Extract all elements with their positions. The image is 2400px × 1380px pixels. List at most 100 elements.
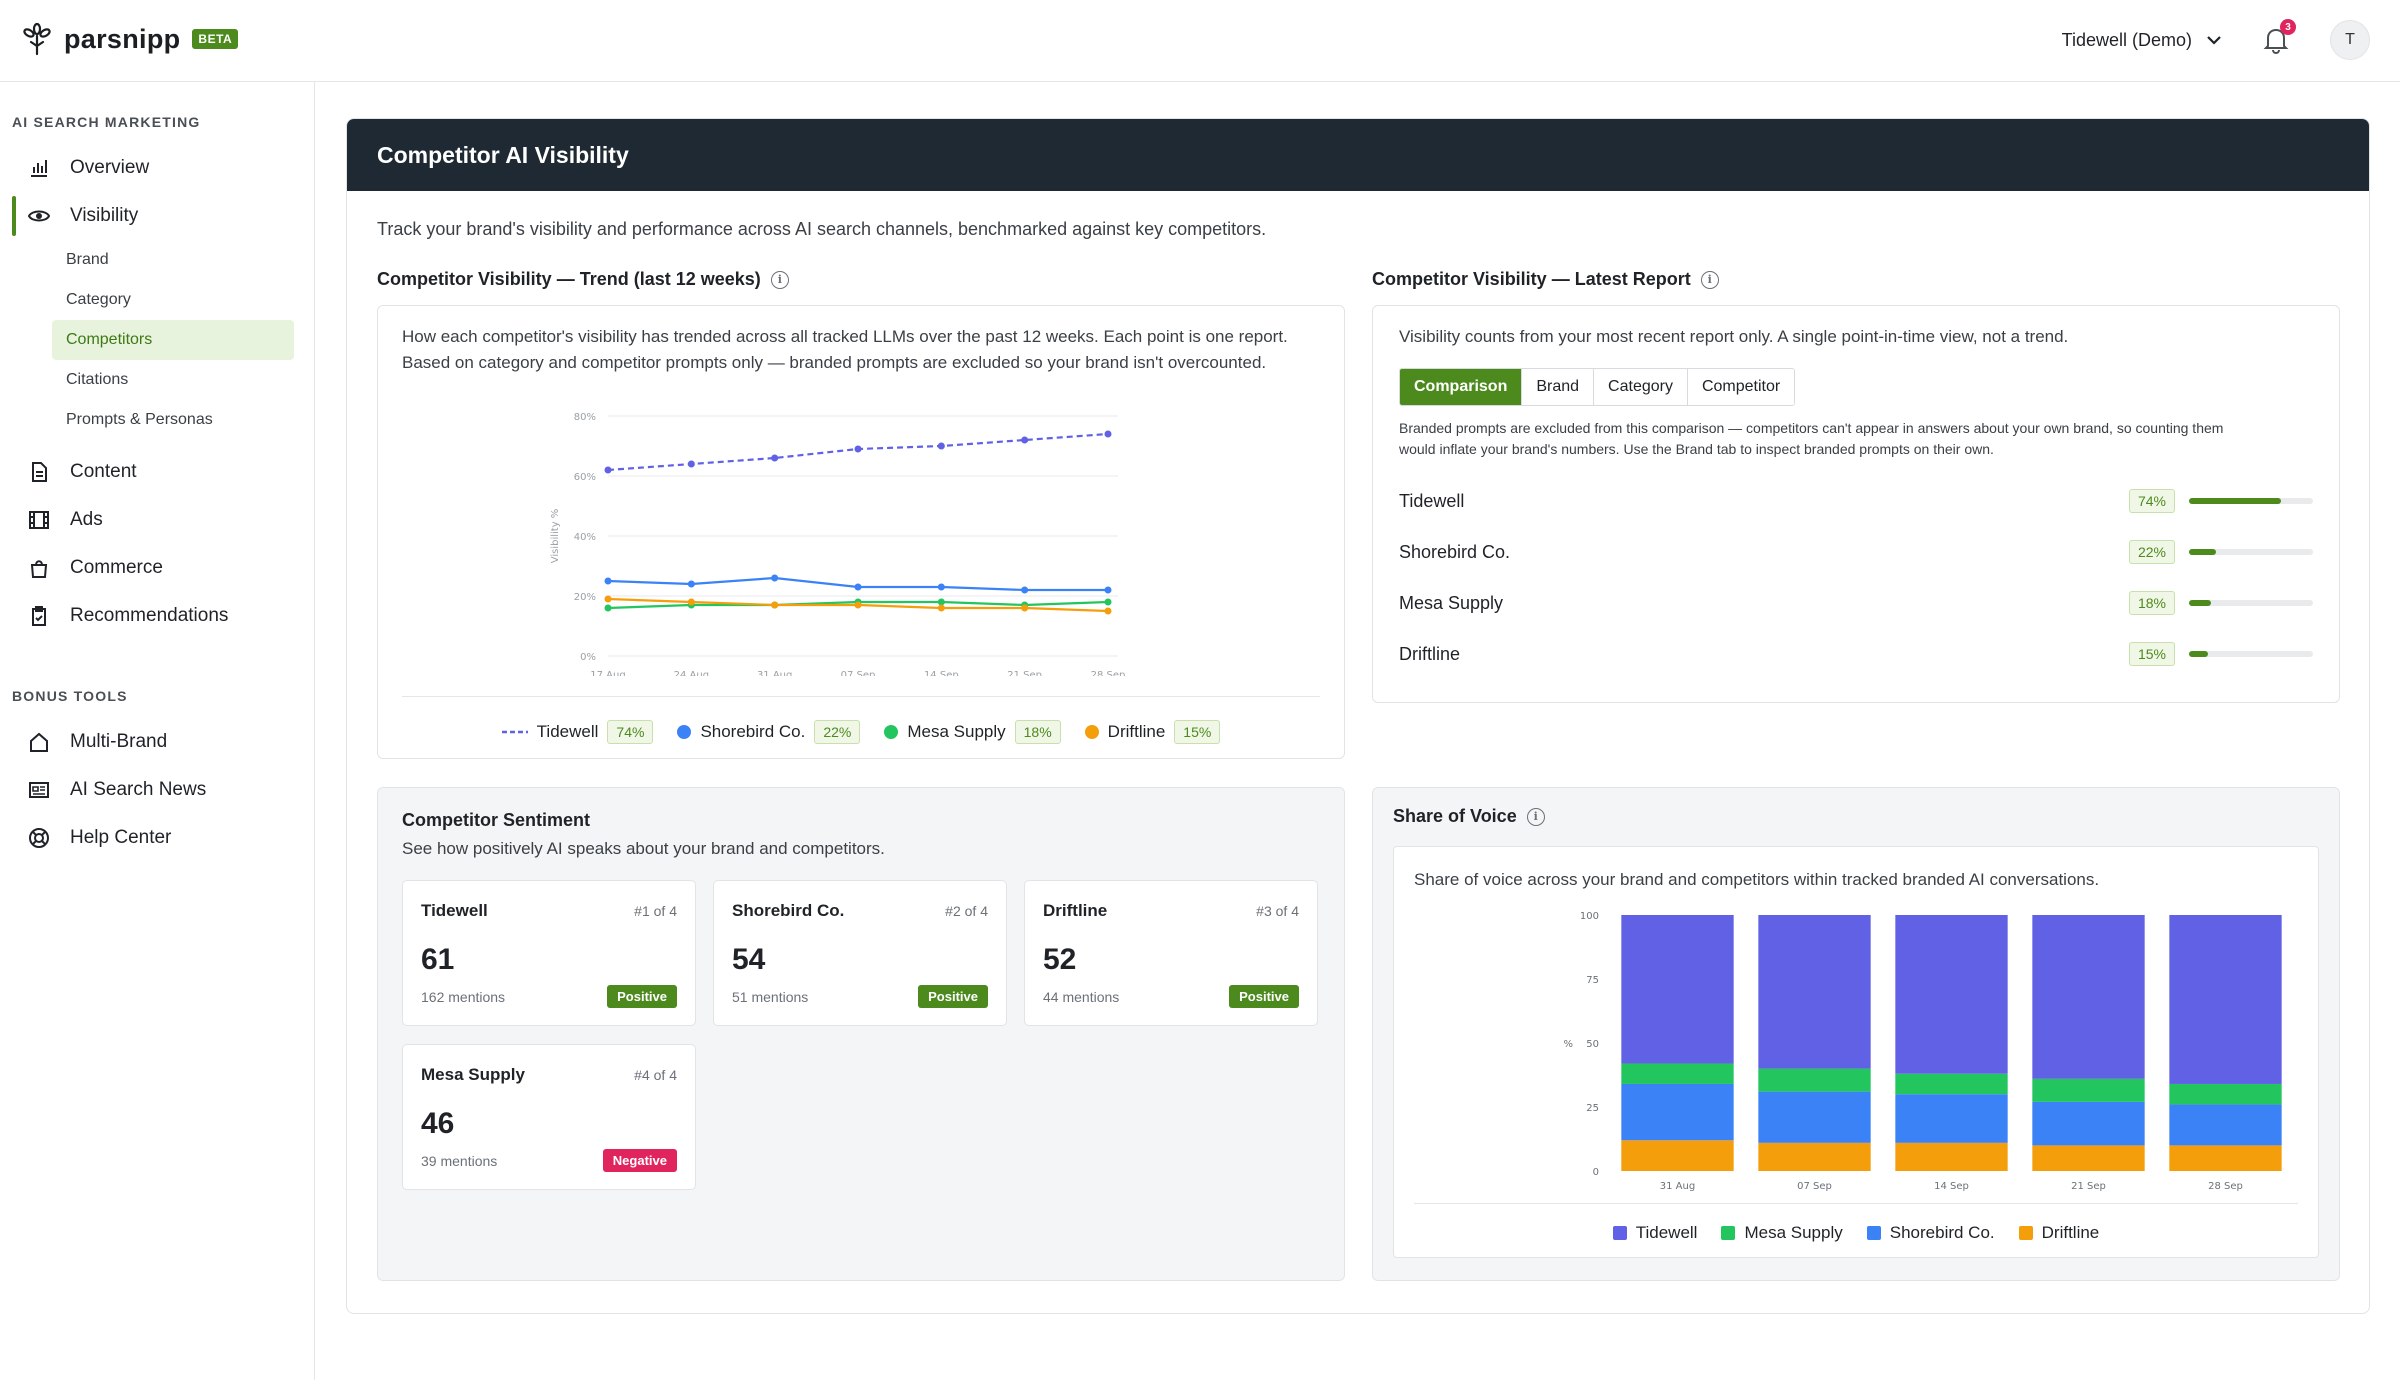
x-tick-label: 28 Sep: [1091, 670, 1126, 676]
legend-item-driftline[interactable]: Driftline 15%: [1084, 720, 1221, 744]
sentiment-card-tidewell[interactable]: Tidewell #1 of 4 61 162 mentions Positiv…: [402, 880, 696, 1026]
sidebar-item-help-center[interactable]: Help Center: [0, 814, 314, 862]
bar-segment: [1895, 1094, 2008, 1143]
row-progress-bar: [2189, 549, 2313, 555]
chevron-down-icon: [2207, 36, 2221, 45]
y-tick-label: 75: [1586, 975, 1599, 986]
sidebar-item-label: Ads: [70, 509, 103, 530]
sentiment-mentions: 39 mentions: [421, 1153, 498, 1169]
bar-segment: [2169, 1145, 2282, 1171]
sentiment-tag: Positive: [918, 985, 988, 1008]
row-pct: 22%: [2128, 540, 2175, 564]
user-avatar[interactable]: T: [2330, 20, 2370, 60]
shopping-bag-icon: [30, 560, 48, 578]
legend-item-tidewell[interactable]: Tidewell: [1612, 1223, 1698, 1243]
tab-brand[interactable]: Brand: [1522, 369, 1595, 405]
data-point: [687, 460, 695, 468]
sidebar-item-recommendations[interactable]: Recommendations: [0, 592, 314, 640]
sentiment-card-shorebird[interactable]: Shorebird Co. #2 of 4 54 51 mentions Pos…: [713, 880, 1007, 1026]
sentiment-brand-name: Shorebird Co.: [732, 901, 845, 920]
sentiment-brand-name: Mesa Supply: [421, 1065, 525, 1084]
sentiment-card-mesa-supply[interactable]: Mesa Supply #4 of 4 46 39 mentions Negat…: [402, 1044, 696, 1190]
y-tick-label: 60%: [574, 472, 596, 483]
data-point: [604, 595, 612, 603]
sentiment-card: Competitor Sentiment See how positively …: [377, 787, 1345, 1281]
legend-item-shorebird[interactable]: Shorebird Co. 22%: [677, 720, 861, 744]
legend-label: Tidewell: [1635, 1223, 1698, 1242]
latest-row-mesa-supply: Mesa Supply 18%: [1399, 583, 2313, 623]
legend-item-mesa-supply[interactable]: Mesa Supply 18%: [884, 720, 1061, 744]
y-tick-label: 50: [1586, 1039, 1599, 1050]
latest-row-shorebird: Shorebird Co. 22%: [1399, 532, 2313, 572]
sidebar-item-commerce[interactable]: Commerce: [0, 544, 314, 592]
x-tick-label: 17 Aug: [590, 670, 625, 676]
sidebar-item-multi-brand[interactable]: Multi-Brand: [0, 718, 314, 766]
row-progress-fill: [2189, 549, 2217, 555]
info-icon[interactable]: i: [1700, 270, 1719, 289]
latest-note-line-2: would inflate your brand's numbers. Use …: [1399, 441, 1994, 457]
sidebar-subitem-brand[interactable]: Brand: [66, 251, 109, 268]
sentiment-rank: #3 of 4: [1256, 903, 1299, 919]
bar-segment: [2032, 1145, 2145, 1171]
sidebar-subitem-competitors[interactable]: Competitors: [52, 320, 294, 360]
x-tick-label: 28 Sep: [2208, 1181, 2243, 1192]
sentiment-mentions: 44 mentions: [1043, 989, 1120, 1005]
brand[interactable]: parsnipp BETA: [22, 22, 239, 56]
sentiment-subtitle: See how positively AI speaks about your …: [402, 839, 885, 858]
sidebar-item-visibility[interactable]: Visibility: [0, 192, 314, 240]
bar-segment: [1895, 1142, 2008, 1171]
row-label: Shorebird Co.: [1399, 541, 1511, 562]
sentiment-card-driftline[interactable]: Driftline #3 of 4 52 44 mentions Positiv…: [1024, 880, 1318, 1026]
sidebar-item-overview[interactable]: Overview: [0, 144, 314, 192]
info-icon[interactable]: i: [1526, 807, 1545, 826]
sidebar-subitem-citations[interactable]: Citations: [66, 371, 129, 388]
data-point: [771, 454, 779, 462]
data-point: [854, 601, 862, 609]
row-progress-fill: [2189, 651, 2208, 657]
bar-segment: [2169, 1083, 2282, 1105]
section-label-ai-search-marketing: AI SEARCH MARKETING: [12, 114, 201, 130]
data-point: [771, 574, 779, 582]
legend-item-driftline[interactable]: Driftline: [2018, 1223, 2099, 1243]
sentiment-score: 54: [732, 943, 766, 976]
tab-comparison[interactable]: Comparison: [1400, 369, 1523, 405]
dashed-line-swatch: [501, 730, 528, 734]
legend-pct: 22%: [814, 720, 861, 744]
sidebar-item-ai-search-news[interactable]: AI Search News: [0, 766, 314, 814]
row-pct: 74%: [2128, 489, 2175, 513]
sidebar-subitem-category[interactable]: Category: [66, 291, 131, 308]
latest-note-line-1: Branded prompts are excluded from this c…: [1399, 420, 2224, 436]
page-description: Track your brand's visibility and perfor…: [377, 219, 1267, 239]
bar-segment: [1621, 1063, 1734, 1084]
sidebar-item-ads[interactable]: Ads: [0, 496, 314, 544]
sentiment-rank: #1 of 4: [634, 903, 677, 919]
tab-category[interactable]: Category: [1594, 369, 1688, 405]
data-point: [854, 445, 862, 453]
x-tick-label: 21 Sep: [2071, 1181, 2106, 1192]
legend-pct: 74%: [607, 720, 654, 744]
data-point: [854, 583, 862, 591]
sidebar-subitem-prompts-personas[interactable]: Prompts & Personas: [66, 411, 213, 428]
workspace-selector[interactable]: Tidewell (Demo): [2062, 30, 2222, 51]
sidebar-item-content[interactable]: Content: [0, 448, 314, 496]
bar-segment: [2169, 1104, 2282, 1146]
clipboard-check-icon: [32, 606, 46, 626]
legend-label: Shorebird Co.: [700, 722, 806, 741]
legend-item-tidewell[interactable]: Tidewell 74%: [501, 720, 654, 744]
data-point: [604, 466, 612, 474]
x-tick-label: 07 Sep: [1797, 1181, 1832, 1192]
info-icon[interactable]: i: [770, 270, 789, 289]
sentiment-tag: Negative: [602, 1149, 677, 1172]
tab-competitor[interactable]: Competitor: [1687, 369, 1795, 405]
bar-segment: [1895, 1073, 2008, 1095]
row-pct: 15%: [2128, 642, 2175, 666]
x-tick-label: 14 Sep: [1934, 1181, 1969, 1192]
data-point: [1021, 436, 1029, 444]
latest-tabs: Comparison Brand Category Competitor: [1399, 368, 1796, 406]
sentiment-score: 46: [421, 1107, 455, 1140]
notifications-button[interactable]: 3: [2262, 19, 2296, 55]
legend-item-mesa-supply[interactable]: Mesa Supply: [1721, 1223, 1843, 1243]
bar-segment: [2169, 915, 2282, 1084]
data-point: [937, 583, 945, 591]
legend-item-shorebird[interactable]: Shorebird Co.: [1866, 1223, 1995, 1243]
